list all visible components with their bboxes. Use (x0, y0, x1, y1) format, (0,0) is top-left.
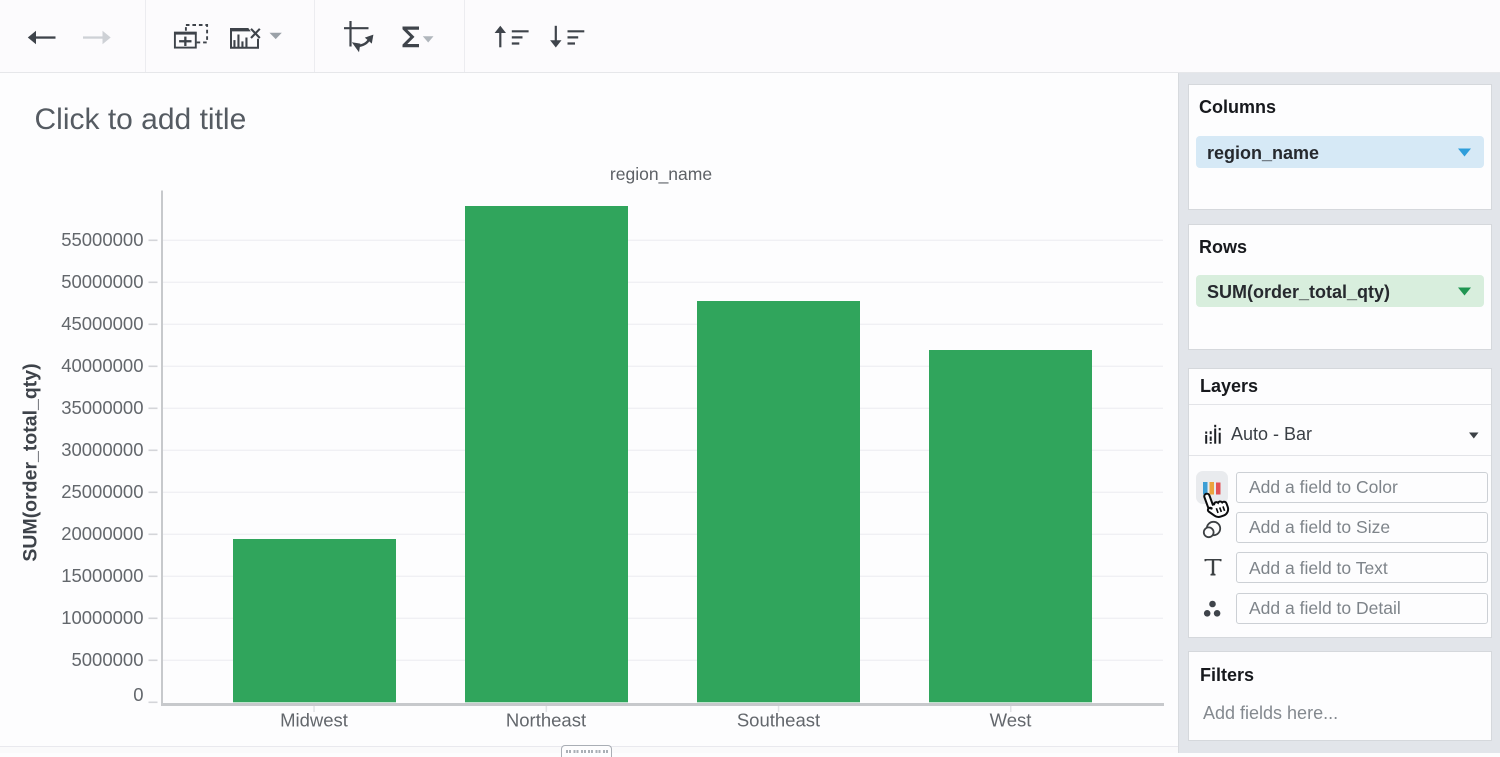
svg-text:40000000: 40000000 (61, 355, 143, 376)
svg-text:region_name: region_name (610, 164, 712, 185)
svg-text:30000000: 30000000 (61, 439, 143, 460)
svg-text:10000000: 10000000 (61, 607, 143, 628)
svg-text:15000000: 15000000 (61, 565, 143, 586)
svg-text:0: 0 (133, 684, 143, 705)
svg-text:50000000: 50000000 (61, 271, 143, 292)
svg-text:Click to add title: Click to add title (35, 103, 247, 136)
svg-text:West: West (990, 709, 1032, 730)
svg-text:25000000: 25000000 (61, 481, 143, 502)
svg-text:5000000: 5000000 (71, 649, 143, 670)
svg-text:Northeast: Northeast (506, 709, 586, 730)
svg-text:20000000: 20000000 (61, 523, 143, 544)
svg-text:55000000: 55000000 (61, 229, 143, 250)
svg-text:SUM(order_total_qty): SUM(order_total_qty) (20, 363, 42, 561)
svg-text:Southeast: Southeast (737, 709, 820, 730)
svg-text:35000000: 35000000 (61, 397, 143, 418)
svg-text:45000000: 45000000 (61, 313, 143, 334)
svg-text:Midwest: Midwest (280, 709, 348, 730)
